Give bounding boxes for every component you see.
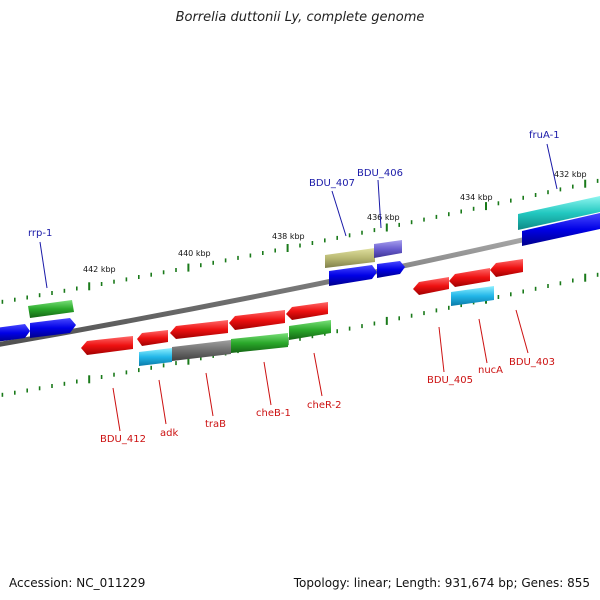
leader-line [158, 379, 167, 425]
map-title: Borrelia duttonii Ly, complete genome [175, 10, 425, 25]
gene-reverse[interactable] [81, 336, 133, 355]
outer-tick-track [1, 178, 599, 304]
gene-forward[interactable] [30, 318, 76, 338]
gene-forward[interactable] [374, 240, 402, 258]
leader-line [546, 143, 558, 190]
reverse-labels: BDU_412 adk traB cheB-1 cheR-2 BDU_405 n… [100, 357, 555, 445]
scale-label-438: 438 kbp [272, 232, 305, 241]
leader-line [478, 318, 488, 364]
gene-forward[interactable] [325, 248, 375, 268]
gene-forward[interactable] [28, 300, 74, 318]
leader-line [438, 326, 445, 373]
leader-line [112, 387, 121, 432]
scale-label-436: 436 kbp [367, 213, 400, 222]
gene-label-bdu-403[interactable]: BDU_403 [509, 357, 555, 368]
forward-genes [0, 196, 600, 342]
gene-label-bdu-405[interactable]: BDU_405 [427, 375, 473, 386]
gene-label-adk[interactable]: adk [160, 428, 178, 439]
gene-forward[interactable] [377, 261, 405, 278]
gene-forward[interactable] [0, 324, 30, 342]
gene-reverse[interactable] [451, 286, 494, 306]
gene-label-trab[interactable]: traB [205, 419, 226, 430]
leader-line [331, 190, 347, 237]
gene-label-bdu-406[interactable]: BDU_406 [357, 168, 403, 179]
gene-reverse[interactable] [229, 310, 285, 330]
genome-summary-text: Topology: linear; Length: 931,674 bp; Ge… [293, 576, 590, 590]
accession-text: Accession: NC_011229 [9, 576, 146, 590]
gene-reverse[interactable] [490, 259, 523, 277]
reverse-genes [81, 259, 523, 366]
gene-forward[interactable] [518, 196, 600, 230]
gene-reverse[interactable] [289, 320, 331, 340]
gene-label-bdu-412[interactable]: BDU_412 [100, 434, 146, 445]
gene-reverse[interactable] [172, 340, 231, 361]
scale-label-434: 434 kbp [460, 193, 493, 202]
forward-label-lines [39, 143, 558, 289]
gene-reverse[interactable] [413, 277, 449, 295]
gene-forward[interactable] [522, 213, 600, 246]
gene-label-frua-1[interactable]: fruA-1 [529, 130, 560, 141]
leader-line [377, 179, 382, 229]
gene-label-rrp-1[interactable]: rrp-1 [28, 228, 52, 239]
gene-label-cher-2[interactable]: cheR-2 [307, 400, 342, 411]
gene-forward[interactable] [329, 265, 377, 286]
forward-labels: rrp-1 BDU_407 BDU_406 fruA-1 [28, 130, 560, 239]
gene-reverse[interactable] [170, 320, 228, 339]
gene-reverse[interactable] [137, 330, 168, 346]
gene-label-bdu-407[interactable]: BDU_407 [309, 178, 355, 189]
gene-reverse[interactable] [286, 302, 328, 320]
leader-line [39, 241, 48, 289]
gene-reverse[interactable] [231, 333, 288, 353]
leader-line [263, 361, 272, 406]
gene-reverse[interactable] [449, 268, 490, 287]
reverse-label-lines [112, 309, 529, 432]
gene-label-nuca[interactable]: nucA [478, 365, 503, 376]
scale-label-440: 440 kbp [178, 249, 211, 258]
leader-line [313, 352, 323, 397]
leader-line [515, 309, 529, 354]
gene-label-cheb-1[interactable]: cheB-1 [256, 408, 291, 419]
scale-label-442: 442 kbp [83, 265, 116, 274]
gene-reverse[interactable] [139, 348, 172, 366]
leader-line [205, 372, 214, 417]
scale-label-432: 432 kbp [554, 170, 587, 179]
